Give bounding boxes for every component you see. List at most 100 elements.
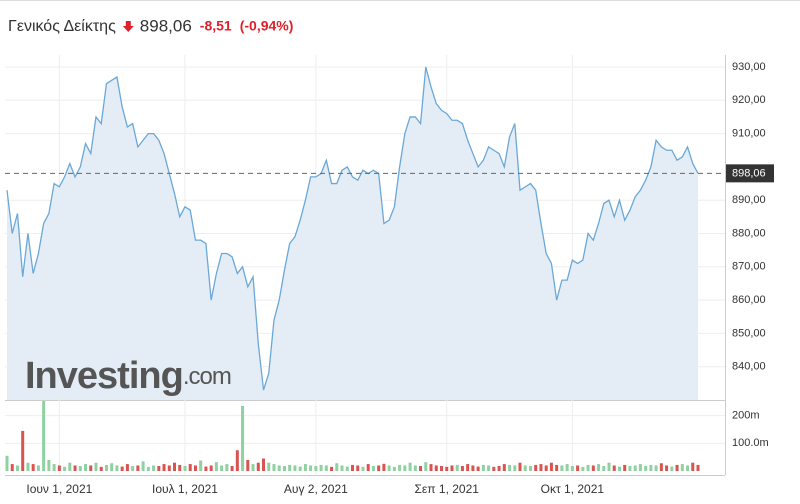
y-tick-label: 890,00 xyxy=(732,194,766,206)
volume-bar xyxy=(539,464,543,471)
volume-bar xyxy=(167,465,171,471)
volume-bar xyxy=(10,464,14,471)
price-area xyxy=(5,66,725,401)
volume-bar xyxy=(612,465,616,471)
volume-bar xyxy=(335,463,339,471)
volume-bar xyxy=(523,465,527,471)
volume-bar xyxy=(282,466,286,471)
volume-bar xyxy=(675,464,679,471)
watermark: Investing.com xyxy=(25,355,231,397)
volume-bar xyxy=(644,466,648,471)
volume-bar xyxy=(534,464,538,471)
area xyxy=(7,66,698,401)
volume-bar xyxy=(146,466,150,471)
volume-bar xyxy=(429,464,433,471)
volume-bar xyxy=(471,465,475,471)
volume-bar xyxy=(680,464,684,471)
volume-bar xyxy=(314,466,318,471)
volume-bar xyxy=(303,464,307,471)
volume-bar xyxy=(481,464,485,471)
volume-bar xyxy=(492,466,496,471)
volume-bar xyxy=(419,466,423,471)
volume-bar xyxy=(293,465,297,471)
volume-bar xyxy=(319,464,323,471)
chart-title: Γενικός Δείκτης xyxy=(8,18,116,35)
current-price: 898,06 xyxy=(140,16,192,35)
watermark-main: Investing xyxy=(25,355,183,397)
volume-bar xyxy=(209,465,213,471)
volume-bar xyxy=(576,465,580,471)
volume-bar xyxy=(256,462,260,471)
current-tag: 898,06 xyxy=(732,167,766,179)
volume-bar xyxy=(487,465,491,471)
volume-bar xyxy=(607,462,611,471)
volume-bar xyxy=(623,464,627,471)
volume-bar xyxy=(173,462,177,471)
volume-bar xyxy=(84,464,88,471)
volume-bar xyxy=(63,466,67,471)
volume-bar xyxy=(162,464,166,471)
volume-bar xyxy=(241,405,245,471)
price-line xyxy=(6,66,699,391)
volume-bar xyxy=(654,465,658,471)
volume-bar xyxy=(57,465,61,471)
volume-bar xyxy=(633,465,637,471)
volume-bar xyxy=(649,464,653,471)
volume-bar xyxy=(466,464,470,471)
volume-bar xyxy=(518,462,522,471)
y-tick-label: 840,00 xyxy=(732,361,766,373)
down-arrow xyxy=(122,21,134,32)
volume-bar xyxy=(460,466,464,471)
volume-bar xyxy=(450,465,454,471)
volume-bar xyxy=(351,464,354,471)
y-tick-label: 910,00 xyxy=(732,127,766,139)
x-tick-label: Αυγ 2, 2021 xyxy=(284,482,348,496)
volume-bar xyxy=(382,463,386,471)
volume-bar xyxy=(591,465,595,471)
y-tick-label: 930,00 xyxy=(732,61,766,73)
volume-bar xyxy=(691,462,695,471)
volume-bar xyxy=(246,459,250,471)
volume-bar xyxy=(104,464,108,471)
volume-bar xyxy=(188,464,192,471)
volume-bar xyxy=(42,401,46,471)
volume-bar xyxy=(193,465,197,471)
volume-bar xyxy=(47,459,51,471)
volume-bar xyxy=(670,466,674,471)
axis-labels: 840,00 850,00 860,00 870,00 880,00 890,00 910,… xyxy=(26,61,774,496)
current-tag-bg xyxy=(726,164,774,183)
volume-bar xyxy=(581,466,585,471)
volume-bar xyxy=(68,462,72,471)
volume-bar xyxy=(131,466,135,471)
volume-bar xyxy=(377,465,381,471)
volume-bar xyxy=(31,464,35,471)
volume-bar xyxy=(597,464,601,471)
volume-bar xyxy=(356,465,360,471)
y-tick-label: 860,00 xyxy=(732,294,766,306)
volume-bar xyxy=(398,464,402,471)
volume-bar xyxy=(152,465,156,471)
volume-bar xyxy=(115,465,119,471)
volume-bar xyxy=(230,466,234,471)
volume-bar xyxy=(36,465,40,471)
volume-bar xyxy=(235,450,239,471)
volume-bar xyxy=(298,466,302,471)
volume-tick-label: 200m xyxy=(732,410,760,422)
volume-bar xyxy=(157,466,161,471)
volume-bar xyxy=(288,464,292,471)
volume-bar xyxy=(199,460,203,471)
x-tick-label: Σεπ 1, 2021 xyxy=(415,482,480,496)
volume-bar xyxy=(21,430,25,471)
volume-bar xyxy=(220,465,224,471)
volume-bar xyxy=(659,463,663,471)
volume-bar xyxy=(204,466,208,471)
volume-bar xyxy=(638,464,642,471)
volume-bar xyxy=(73,465,77,471)
volume-bar xyxy=(309,465,313,471)
volume-bar xyxy=(5,455,9,471)
volume-bar xyxy=(52,464,56,471)
volume-bar xyxy=(371,466,375,471)
volume-bar xyxy=(549,462,553,471)
volume-bar xyxy=(555,464,559,471)
